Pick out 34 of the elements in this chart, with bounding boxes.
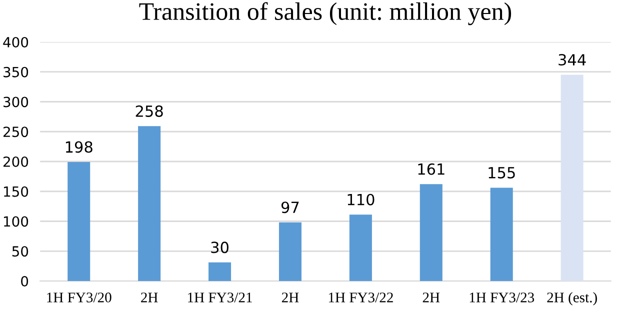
y-tick-label: 150: [4, 186, 28, 197]
bar: [349, 214, 372, 282]
bar: [278, 222, 302, 282]
y-tick-label: 100: [4, 216, 28, 227]
y-tick-label: 350: [4, 66, 28, 78]
x-tick-label: 2H (est.): [547, 292, 597, 306]
bar: [68, 162, 90, 282]
bar: [490, 188, 513, 282]
x-tick-label: 1H FY3/21: [188, 292, 252, 302]
data-label: 161: [418, 163, 444, 175]
bar: [138, 126, 161, 282]
x-tick-label: 1H FY3/20: [47, 292, 112, 302]
data-label: 258: [136, 105, 163, 117]
x-tick-label: 1H FY3/22: [328, 292, 393, 302]
data-label: 97: [281, 202, 299, 214]
y-tick-label: 400: [3, 36, 28, 48]
x-tick-label: 2H: [282, 292, 299, 302]
y-tick-label: 50: [12, 246, 28, 257]
chart-title: Transition of sales (unit: million yen): [139, 2, 512, 26]
bar: [208, 262, 232, 282]
y-tick-label: 200: [4, 156, 28, 167]
data-label: 155: [488, 167, 515, 178]
bar: [420, 184, 442, 282]
data-label: 110: [348, 194, 374, 206]
x-tick-label: 2H: [422, 292, 440, 302]
x-tick-label: 1H FY3/23: [470, 292, 534, 302]
y-tick-label: 250: [4, 126, 28, 138]
x-tick-label: 2H: [141, 292, 158, 302]
y-tick-label: 300: [4, 96, 28, 108]
bar: [560, 74, 584, 282]
data-label: 198: [66, 141, 92, 153]
y-tick-label: 0: [21, 276, 28, 286]
data-label: 30: [211, 242, 228, 254]
data-label: 344: [558, 54, 586, 66]
